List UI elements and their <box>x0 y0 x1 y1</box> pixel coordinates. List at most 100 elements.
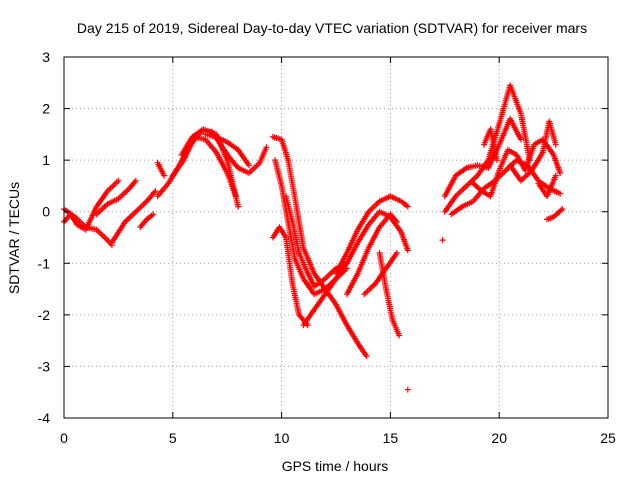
data-point-run <box>143 188 159 205</box>
series-sat-n <box>283 193 350 290</box>
data-point-run <box>300 244 317 275</box>
series-sat-e <box>137 211 157 231</box>
data-point-run <box>441 195 458 215</box>
x-tick-label: 20 <box>491 430 507 446</box>
x-tick-label: 10 <box>274 430 290 446</box>
plot-frame <box>63 56 609 419</box>
data-point-run <box>528 151 545 174</box>
data-point-run <box>224 157 242 210</box>
y-tick-label: -4 <box>38 410 51 426</box>
data-point-run <box>300 275 316 296</box>
data-point-run <box>285 157 298 198</box>
series-sat-d <box>108 188 159 246</box>
data-point <box>439 237 446 244</box>
series-sat-ab <box>544 206 566 223</box>
data-point-run <box>452 166 468 179</box>
series-sat-a <box>61 177 122 233</box>
data-point-run <box>343 228 360 256</box>
data-point-run <box>398 198 411 210</box>
series-sat-f <box>154 128 270 200</box>
data-point-run <box>178 135 195 158</box>
series-sat-k <box>269 133 370 360</box>
series-sat-o <box>300 208 411 329</box>
data-point-run <box>376 250 389 291</box>
y-tick-label: 0 <box>42 204 50 220</box>
data-points <box>61 82 566 393</box>
x-tick-labels: 0 5 10 15 20 25 <box>60 430 616 446</box>
data-point-run <box>383 250 400 272</box>
data-point-run <box>387 193 403 204</box>
series-sat-i <box>178 126 242 210</box>
data-point-run <box>496 148 511 174</box>
data-point-run <box>226 154 240 170</box>
data-point-run <box>311 276 327 290</box>
data-point-run <box>235 146 252 169</box>
series-sat-p <box>333 193 411 277</box>
data-point-run <box>189 127 205 140</box>
data-point-run <box>291 255 306 280</box>
data-point-run <box>487 169 502 200</box>
series-sat-v <box>441 115 524 200</box>
data-point-run <box>441 174 458 200</box>
data-point-run <box>143 211 157 223</box>
grid-lines <box>64 57 608 418</box>
data-point-run <box>154 159 168 179</box>
data-point-run <box>354 223 371 246</box>
data-point-run <box>354 340 370 360</box>
data-point-run <box>278 136 291 162</box>
data-point-run <box>365 210 382 228</box>
data-point-run <box>93 202 109 218</box>
x-axis-label: GPS time / hours <box>282 458 389 474</box>
data-point-run <box>343 272 360 298</box>
data-point-run <box>115 187 131 202</box>
data-point-run <box>291 193 306 249</box>
y-tick-label: 3 <box>42 49 50 65</box>
series-sat-c <box>93 177 139 218</box>
data-point-run <box>132 199 149 215</box>
data-point-run <box>333 301 349 327</box>
data-point-run <box>322 266 338 282</box>
data-point-run <box>169 158 186 179</box>
data-point-run <box>283 234 296 285</box>
series-sat-m <box>269 224 311 329</box>
data-point-run <box>354 210 371 233</box>
data-point-run <box>256 144 270 166</box>
chart-title: Day 215 of 2019, Sidereal Day-to-day VTE… <box>77 20 587 36</box>
series-sat-aa <box>535 172 559 200</box>
data-point-run <box>544 172 559 200</box>
x-tick-label: 25 <box>600 430 616 446</box>
data-point-run <box>333 262 349 282</box>
data-point-run <box>365 225 382 251</box>
data-point-run <box>333 251 349 277</box>
series-sat-b <box>61 206 115 249</box>
data-point-run <box>104 177 122 195</box>
data-point-run <box>507 115 524 143</box>
data-point-run <box>383 286 396 322</box>
data-point-run <box>504 146 518 157</box>
data-point-run <box>354 246 371 277</box>
y-axis-label: SDTVAR / TECUs <box>6 182 22 294</box>
data-point-run <box>269 133 283 142</box>
data-point-run <box>202 136 218 154</box>
data-point-run <box>361 282 377 298</box>
data-point-run <box>470 180 484 193</box>
data-point-run <box>389 317 403 339</box>
y-tick-label: 2 <box>42 101 50 117</box>
data-point-run <box>302 265 317 288</box>
data-point-run <box>398 229 411 254</box>
data-point-run <box>71 213 88 229</box>
data-point-run <box>507 82 524 115</box>
y-tick-labels: 3 2 1 0 -1 -2 -3 -4 <box>38 49 51 426</box>
data-point-run <box>126 177 139 192</box>
data-point-run <box>496 84 513 127</box>
data-point-run <box>518 168 534 184</box>
y-tick-label: -3 <box>38 358 51 374</box>
data-point-run <box>93 226 109 242</box>
series-sat-g <box>154 159 168 179</box>
data-point-run <box>224 139 240 152</box>
data-point-run <box>459 199 475 210</box>
data-point-run <box>343 241 360 267</box>
data-point-run <box>285 219 298 260</box>
data-point-run <box>531 137 544 148</box>
